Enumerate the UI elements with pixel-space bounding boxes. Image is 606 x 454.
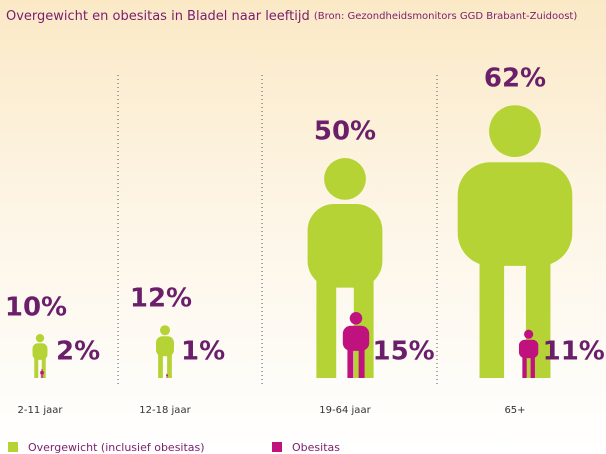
value-label: 50% [314, 117, 376, 147]
leg [167, 352, 172, 378]
leg [40, 373, 42, 378]
x-tick-label: 65+ [504, 405, 525, 416]
person-icon [166, 373, 168, 378]
head [324, 158, 366, 200]
leg [316, 269, 337, 378]
head [41, 369, 43, 371]
x-tick-label: 19-64 jaar [319, 405, 371, 416]
torso [307, 203, 383, 288]
leg [42, 373, 44, 378]
leg [479, 244, 505, 378]
value-label: 1% [181, 337, 225, 367]
torso [32, 343, 48, 360]
torso [40, 371, 44, 375]
legend-label: Obesitas [292, 441, 340, 454]
head [35, 334, 45, 343]
head [524, 329, 534, 339]
x-tick-label: 12-18 jaar [139, 405, 191, 416]
person-icon [307, 158, 383, 378]
value-label: 15% [373, 337, 435, 367]
torso [457, 162, 573, 266]
leg [347, 345, 354, 378]
torso [342, 325, 370, 351]
leg [358, 345, 365, 378]
torso [156, 336, 174, 357]
legend-label: Overgewicht (inclusief obesitas) [28, 441, 205, 454]
legend-swatch [8, 442, 18, 452]
value-label: 12% [130, 284, 192, 314]
value-label: 10% [5, 293, 67, 323]
value-label: 2% [56, 337, 100, 367]
person-icon [342, 312, 370, 378]
value-label: 11% [543, 337, 605, 367]
person-icon [457, 105, 573, 378]
head [349, 312, 363, 325]
legend-swatch [272, 442, 282, 452]
person-icon [32, 334, 48, 378]
leg [34, 356, 39, 378]
person-icon [518, 329, 539, 378]
leg [530, 354, 535, 378]
head [489, 105, 541, 158]
leg [158, 352, 163, 378]
torso [518, 339, 539, 359]
head [166, 373, 168, 375]
leg [41, 356, 46, 378]
chart-title: Overgewicht en obesitas in Bladel naar l… [6, 9, 577, 24]
leg [522, 354, 527, 378]
head [159, 325, 171, 336]
torso [166, 374, 168, 377]
person-icon [40, 369, 44, 378]
x-tick-label: 2-11 jaar [17, 405, 63, 416]
value-label: 62% [484, 64, 546, 94]
person-icon [156, 325, 174, 378]
